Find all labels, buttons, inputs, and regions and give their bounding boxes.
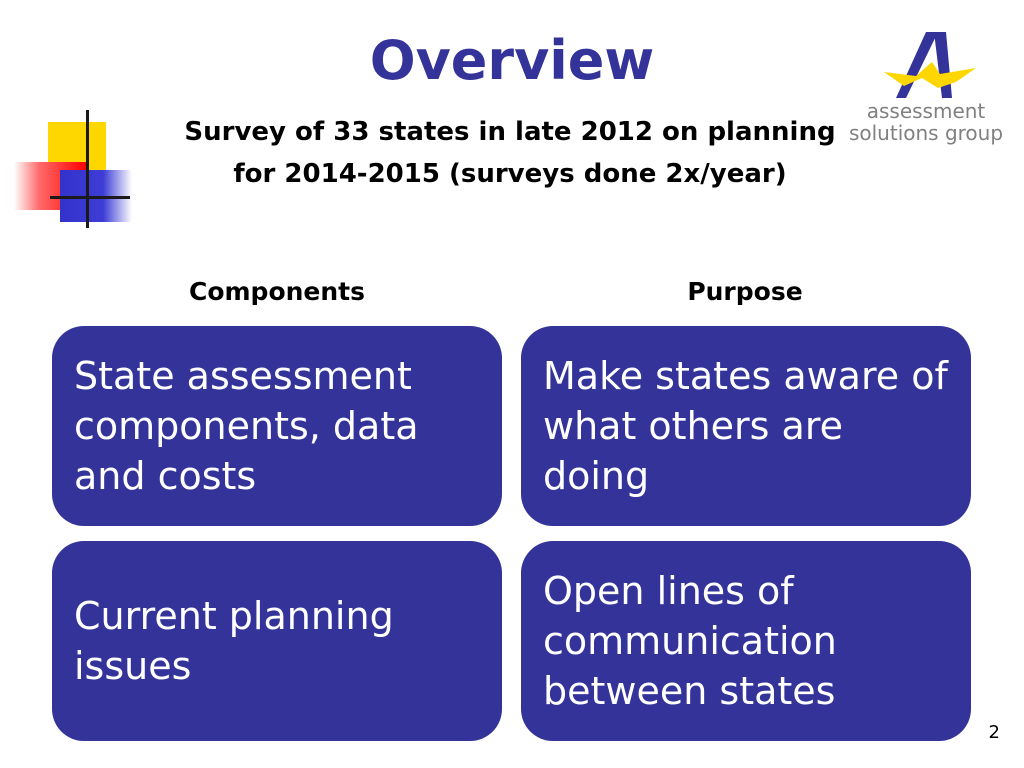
vertical-line [86,110,89,228]
subtitle-line1: Survey of 33 states in late 2012 on plan… [184,117,836,147]
decorative-squares [0,100,140,230]
logo-mark-icon [884,32,976,98]
card-text: Open lines of communication between stat… [543,569,837,713]
slide-title: Overview [369,29,655,92]
horizontal-line [50,196,130,199]
logo-text-line1: assessment [866,99,986,123]
logo-text-line2: solutions group [848,121,1004,145]
column-heading-components: Components [188,277,366,306]
card-text: State assessment components, data and co… [74,354,419,498]
subtitle-line2: for 2014-2015 (surveys done 2x/year) [233,159,787,189]
card-purpose-1: Make states aware of what others are doi… [521,326,971,526]
card-text: Make states aware of what others are doi… [543,354,948,498]
card-components-1: State assessment components, data and co… [52,326,502,526]
logo: assessment solutions group [846,28,1006,148]
card-components-2: Current planning issues [52,541,502,741]
slide-subtitle: Survey of 33 states in late 2012 on plan… [130,111,890,195]
card-text: Current planning issues [74,594,394,688]
column-heading-purpose: Purpose [687,277,803,306]
page-number: 2 [988,722,1000,743]
card-purpose-2: Open lines of communication between stat… [521,541,971,741]
